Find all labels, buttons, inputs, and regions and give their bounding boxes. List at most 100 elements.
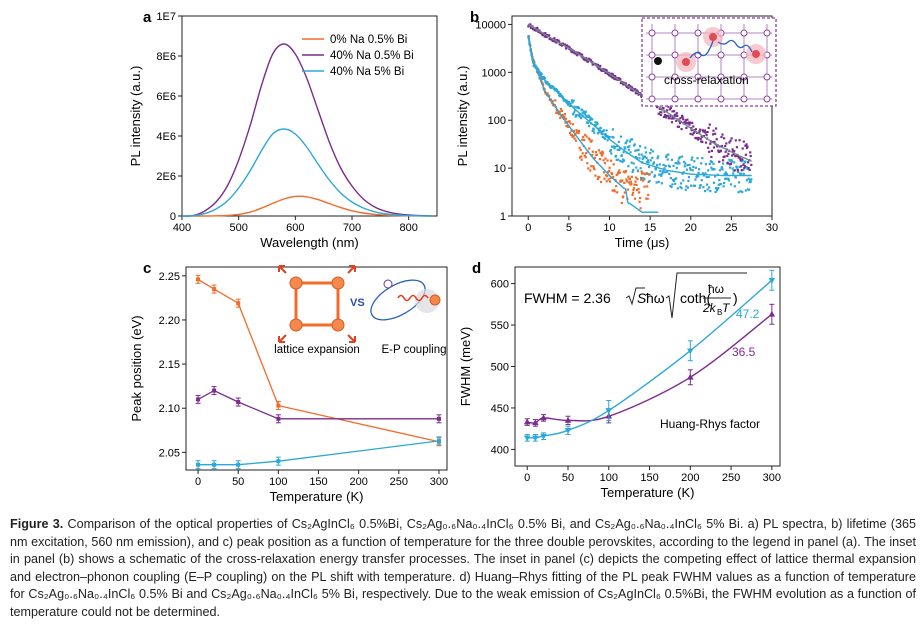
panel-b-data-point <box>631 138 634 141</box>
panel-b-data-point <box>724 171 727 174</box>
panel-b-data-point <box>684 188 687 191</box>
panel-a-y-tick-label: 2E6 <box>156 171 176 183</box>
panel-b-data-point <box>567 103 570 106</box>
panel-b-data-point <box>641 172 644 175</box>
panel-a-legend-label: 40% Na 0.5% Bi <box>330 50 414 62</box>
panel-b-inset-lattice-node <box>648 73 656 81</box>
panel-c-data-point <box>212 287 217 292</box>
panel-letter-b: b <box>470 9 479 26</box>
panel-b-data-point <box>558 95 561 98</box>
panel-b-data-point <box>698 168 701 171</box>
panel-b-data-point <box>591 153 594 156</box>
panel-b-data-point <box>647 193 650 196</box>
panel-d-y-tick-label: 450 <box>491 403 509 415</box>
panel-b-data-point <box>729 162 733 165</box>
panel-b-data-point <box>626 188 629 191</box>
panel-b-data-point <box>679 117 682 120</box>
panel-b-data-point <box>720 145 724 148</box>
panel-b-data-point <box>529 26 533 29</box>
panel-b-data-point <box>535 29 538 32</box>
panel-b-data-point <box>544 32 547 35</box>
panel-b-data-point <box>740 165 743 168</box>
panel-b-data-point <box>687 176 691 179</box>
panel-b-data-point <box>560 109 563 113</box>
panel-b-data-point <box>617 140 620 143</box>
panel-b-data-point <box>638 191 641 194</box>
panel-b-data-point <box>744 144 747 147</box>
panel-b-y-tick-label: 1 <box>500 211 506 223</box>
panel-b-data-point <box>741 190 744 194</box>
panel-a-y-tick-label: 1E7 <box>156 11 176 23</box>
panel-b-data-point <box>572 135 575 138</box>
panel-b-data-point <box>700 162 703 165</box>
panel-b-data-point <box>742 140 745 143</box>
panel-b-data-point <box>722 159 725 162</box>
panel-b-data-point <box>704 163 708 166</box>
panel-b-data-point <box>594 124 597 127</box>
panel-b-data-point <box>748 188 751 191</box>
panel-b-data-point <box>625 180 628 183</box>
panel-b-data-point <box>638 157 641 160</box>
panel-b-data-point <box>732 169 735 172</box>
panel-b-inset-lattice-node <box>740 73 748 81</box>
panel-a-x-axis-label: Wavelength (nm) <box>260 235 359 250</box>
panel-a-series-line <box>181 128 432 217</box>
panel-b-data-point <box>658 173 661 176</box>
panel-b-data-point <box>719 183 722 186</box>
panel-b-data-point <box>577 132 580 135</box>
panel-b-data-point <box>657 112 660 115</box>
panel-b-data-point <box>609 150 612 153</box>
panel-b-data-point <box>745 143 748 146</box>
panel-b-data-point <box>686 186 689 189</box>
panel-b-data-point <box>623 181 626 184</box>
panel-b-data-point <box>697 138 700 141</box>
panel-b-data-point <box>743 165 746 168</box>
panel-b-y-tick-label: 1000 <box>482 67 506 79</box>
panel-b-data-point <box>749 151 752 154</box>
panel-b-data-point <box>652 161 655 164</box>
panel-b-data-point <box>649 152 652 155</box>
panel-b-data-point <box>628 177 631 180</box>
panel-c-x-tick-label: 150 <box>309 476 327 488</box>
panel-b-data-point <box>667 153 670 156</box>
panel-b-data-point <box>568 120 571 123</box>
panel-b-data-point <box>608 136 611 139</box>
panel-b-data-point <box>575 139 578 142</box>
panel-b-data-point <box>698 131 701 134</box>
panel-b-data-point <box>618 148 621 152</box>
panel-b-x-tick-label: 25 <box>725 222 737 234</box>
panel-b-data-point <box>692 125 695 128</box>
panel-c-data-point <box>236 462 241 467</box>
panel-b-data-point <box>622 195 625 198</box>
panel-b-data-point <box>635 92 638 95</box>
panel-b-data-point <box>630 161 633 164</box>
panel-b-data-point <box>719 149 722 152</box>
panel-b-data-point <box>611 189 614 192</box>
panel-b-inset-lattice-node <box>763 29 771 37</box>
panel-b-data-point <box>569 102 572 105</box>
panel-c-inset: VS lattice expansion E-P coupling <box>274 265 447 356</box>
panel-b-data-point <box>723 182 726 185</box>
panel-b-data-point <box>645 160 649 164</box>
panel-b-data-point <box>656 157 659 160</box>
panel-a-x-tick-label: 500 <box>229 222 247 234</box>
panel-c-data-point <box>276 459 281 464</box>
panel-b-data-point <box>648 173 651 176</box>
panel-b-data-point <box>736 169 740 172</box>
panel-b-inset-lattice-node <box>694 29 702 37</box>
panel-b-data-point <box>680 128 683 131</box>
panel-a-series-line <box>181 43 432 217</box>
panel-b-data-point <box>608 166 611 169</box>
panel-b-data-point <box>704 131 707 134</box>
panel-b-data-point <box>634 180 637 183</box>
panel-b-data-point <box>669 114 672 117</box>
panel-b-data-point <box>648 165 651 169</box>
panel-c-series-line <box>197 278 440 443</box>
panel-b-data-point <box>666 158 669 161</box>
panel-b-data-point <box>692 165 695 168</box>
panel-b-inset-lattice-node <box>648 95 656 103</box>
panel-b-data-point <box>704 141 708 144</box>
panel-b-data-point <box>701 172 704 175</box>
panel-b-data-point <box>658 163 661 166</box>
panel-b-data-point <box>749 154 752 158</box>
